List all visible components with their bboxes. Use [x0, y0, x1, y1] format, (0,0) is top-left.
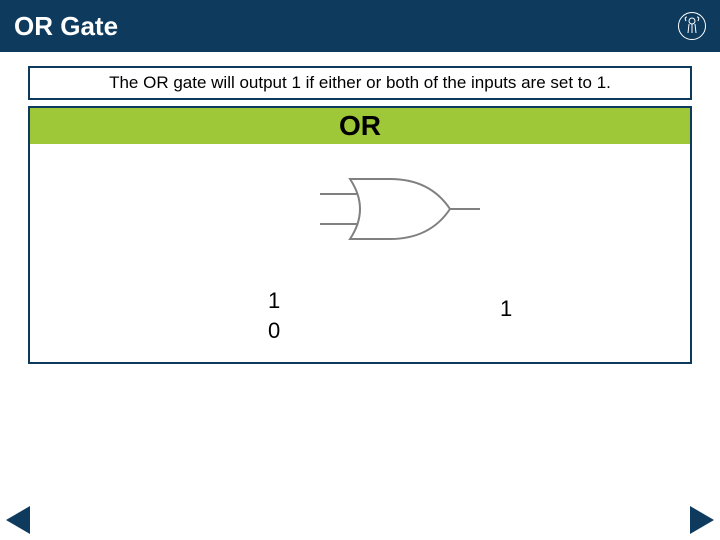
- title-bar: OR Gate: [0, 0, 720, 52]
- gate-label: OR: [30, 108, 690, 144]
- next-arrow-icon[interactable]: [690, 506, 714, 534]
- gate-input-b: 0: [268, 316, 280, 346]
- description-box: The OR gate will output 1 if either or b…: [28, 66, 692, 100]
- content-area: The OR gate will output 1 if either or b…: [0, 52, 720, 364]
- page-title: OR Gate: [14, 11, 118, 42]
- gate-body: 1 0 1: [30, 144, 690, 362]
- prev-arrow-icon[interactable]: [6, 506, 30, 534]
- gate-output: 1: [500, 296, 512, 322]
- logo-icon: [678, 12, 706, 40]
- or-gate-symbol: [320, 164, 480, 259]
- gate-inputs: 1 0: [268, 286, 280, 345]
- gate-panel: OR 1 0 1: [28, 106, 692, 364]
- gate-input-a: 1: [268, 286, 280, 316]
- description-text: The OR gate will output 1 if either or b…: [109, 73, 611, 92]
